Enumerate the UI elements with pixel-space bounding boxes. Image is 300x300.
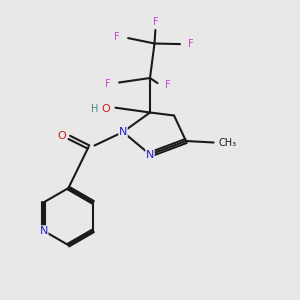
Text: N: N	[146, 149, 154, 160]
Text: F: F	[106, 79, 111, 89]
Text: N: N	[40, 226, 48, 236]
Text: F: F	[165, 80, 170, 90]
Text: F: F	[115, 32, 120, 42]
Text: CH₃: CH₃	[219, 137, 237, 148]
Text: O: O	[101, 103, 110, 114]
Text: F: F	[188, 39, 194, 49]
Text: F: F	[153, 17, 158, 27]
Text: N: N	[119, 127, 127, 137]
Text: O: O	[57, 130, 66, 141]
Text: H: H	[91, 104, 98, 114]
